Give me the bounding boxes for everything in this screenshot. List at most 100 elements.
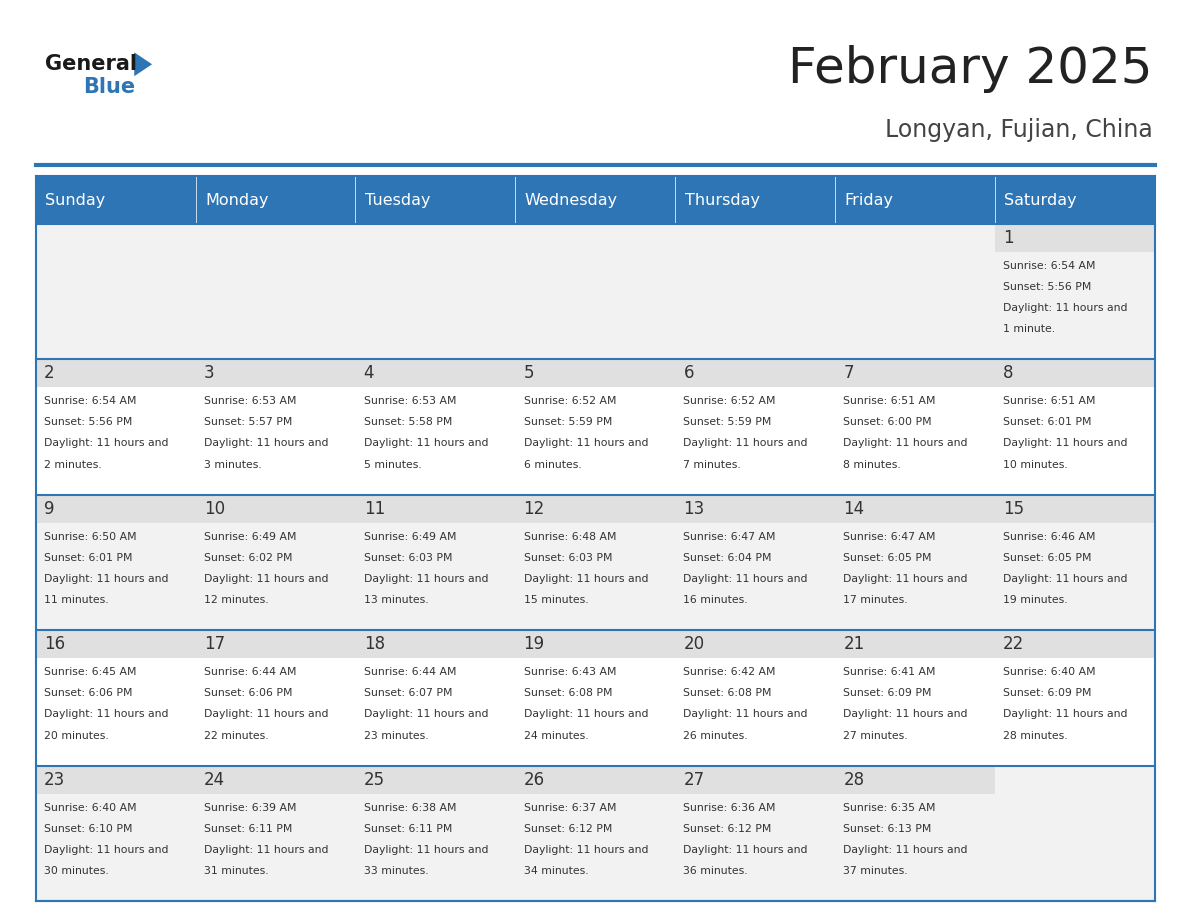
Text: 12 minutes.: 12 minutes.	[204, 595, 268, 605]
Text: 22: 22	[1003, 635, 1024, 654]
Text: 26 minutes.: 26 minutes.	[683, 731, 748, 741]
Bar	[994, 631, 1155, 766]
Bar	[355, 224, 516, 360]
Bar	[196, 360, 355, 387]
Text: Sunrise: 6:44 AM: Sunrise: 6:44 AM	[204, 667, 296, 677]
Text: Blue: Blue	[83, 77, 135, 97]
Bar	[675, 631, 835, 766]
Bar	[36, 176, 196, 224]
Text: 1 minute.: 1 minute.	[1003, 324, 1055, 334]
Bar	[355, 766, 516, 793]
Bar	[196, 631, 355, 766]
Text: 27 minutes.: 27 minutes.	[843, 731, 908, 741]
Text: Longyan, Fujian, China: Longyan, Fujian, China	[885, 118, 1152, 142]
Text: Sunrise: 6:40 AM: Sunrise: 6:40 AM	[44, 802, 137, 812]
Bar	[36, 631, 196, 658]
Text: 15: 15	[1003, 499, 1024, 518]
Text: 7 minutes.: 7 minutes.	[683, 460, 741, 469]
Text: Sunset: 5:58 PM: Sunset: 5:58 PM	[364, 418, 453, 427]
Text: Sunset: 6:05 PM: Sunset: 6:05 PM	[843, 553, 931, 563]
Text: Sunset: 6:01 PM: Sunset: 6:01 PM	[44, 553, 132, 563]
Text: Tuesday: Tuesday	[365, 193, 430, 207]
Bar	[835, 631, 994, 766]
Bar	[675, 631, 835, 658]
Text: Friday: Friday	[845, 193, 893, 207]
Text: Daylight: 11 hours and: Daylight: 11 hours and	[204, 574, 328, 584]
Bar	[835, 495, 994, 522]
Text: Daylight: 11 hours and: Daylight: 11 hours and	[843, 574, 968, 584]
Bar	[196, 766, 355, 901]
Text: Sunrise: 6:51 AM: Sunrise: 6:51 AM	[843, 397, 936, 406]
Text: General: General	[45, 54, 137, 74]
Bar	[835, 224, 994, 360]
Bar	[675, 360, 835, 387]
Bar	[516, 360, 675, 495]
Text: 2: 2	[44, 364, 55, 382]
Text: Sunset: 5:56 PM: Sunset: 5:56 PM	[1003, 282, 1092, 292]
Text: 24 minutes.: 24 minutes.	[524, 731, 588, 741]
Text: 5: 5	[524, 364, 535, 382]
Text: 10: 10	[204, 499, 225, 518]
Bar	[835, 766, 994, 901]
Bar	[355, 631, 516, 658]
Text: Sunset: 6:06 PM: Sunset: 6:06 PM	[204, 688, 292, 699]
Bar	[355, 495, 516, 631]
Text: Sunset: 6:09 PM: Sunset: 6:09 PM	[843, 688, 931, 699]
Text: 1: 1	[1003, 229, 1013, 247]
Text: 23 minutes.: 23 minutes.	[364, 731, 429, 741]
Bar	[994, 631, 1155, 658]
Text: Daylight: 11 hours and: Daylight: 11 hours and	[364, 574, 488, 584]
Text: 27: 27	[683, 771, 704, 789]
Text: 16 minutes.: 16 minutes.	[683, 595, 748, 605]
Text: Daylight: 11 hours and: Daylight: 11 hours and	[364, 845, 488, 855]
Text: February 2025: February 2025	[788, 45, 1152, 93]
Text: Daylight: 11 hours and: Daylight: 11 hours and	[843, 439, 968, 448]
Bar	[196, 224, 355, 360]
Text: Sunrise: 6:52 AM: Sunrise: 6:52 AM	[524, 397, 617, 406]
Text: Sunset: 6:11 PM: Sunset: 6:11 PM	[364, 823, 453, 834]
Text: Daylight: 11 hours and: Daylight: 11 hours and	[843, 845, 968, 855]
Text: Daylight: 11 hours and: Daylight: 11 hours and	[204, 439, 328, 448]
Bar	[516, 176, 675, 224]
Text: Daylight: 11 hours and: Daylight: 11 hours and	[683, 710, 808, 720]
Polygon shape	[134, 52, 152, 76]
Text: Sunset: 6:05 PM: Sunset: 6:05 PM	[1003, 553, 1092, 563]
Text: 23: 23	[44, 771, 65, 789]
Bar	[36, 495, 196, 631]
Text: 17 minutes.: 17 minutes.	[843, 595, 908, 605]
Text: Sunrise: 6:49 AM: Sunrise: 6:49 AM	[364, 532, 456, 542]
Text: Daylight: 11 hours and: Daylight: 11 hours and	[843, 710, 968, 720]
Bar	[36, 631, 196, 766]
Bar	[516, 631, 675, 658]
Text: Sunrise: 6:44 AM: Sunrise: 6:44 AM	[364, 667, 456, 677]
Text: 10 minutes.: 10 minutes.	[1003, 460, 1068, 469]
Text: Sunset: 6:02 PM: Sunset: 6:02 PM	[204, 553, 292, 563]
Text: Daylight: 11 hours and: Daylight: 11 hours and	[683, 574, 808, 584]
Text: Sunrise: 6:35 AM: Sunrise: 6:35 AM	[843, 802, 936, 812]
Text: 34 minutes.: 34 minutes.	[524, 866, 588, 876]
Bar	[516, 766, 675, 901]
Text: 31 minutes.: 31 minutes.	[204, 866, 268, 876]
Text: 37 minutes.: 37 minutes.	[843, 866, 908, 876]
Text: 26: 26	[524, 771, 544, 789]
Bar	[994, 360, 1155, 495]
Text: 30 minutes.: 30 minutes.	[44, 866, 109, 876]
Bar	[355, 766, 516, 901]
Text: 25: 25	[364, 771, 385, 789]
Text: 8 minutes.: 8 minutes.	[843, 460, 901, 469]
Text: 13 minutes.: 13 minutes.	[364, 595, 429, 605]
Text: Sunrise: 6:50 AM: Sunrise: 6:50 AM	[44, 532, 137, 542]
Text: 8: 8	[1003, 364, 1013, 382]
Text: Daylight: 11 hours and: Daylight: 11 hours and	[524, 710, 649, 720]
Text: Sunrise: 6:53 AM: Sunrise: 6:53 AM	[204, 397, 296, 406]
Bar	[994, 766, 1155, 901]
Bar	[36, 224, 196, 360]
Bar	[196, 766, 355, 793]
Text: 12: 12	[524, 499, 545, 518]
Text: Sunrise: 6:37 AM: Sunrise: 6:37 AM	[524, 802, 617, 812]
Text: Sunrise: 6:36 AM: Sunrise: 6:36 AM	[683, 802, 776, 812]
Text: Daylight: 11 hours and: Daylight: 11 hours and	[364, 710, 488, 720]
Bar	[994, 224, 1155, 360]
Text: Sunset: 6:10 PM: Sunset: 6:10 PM	[44, 823, 132, 834]
Text: 6 minutes.: 6 minutes.	[524, 460, 581, 469]
